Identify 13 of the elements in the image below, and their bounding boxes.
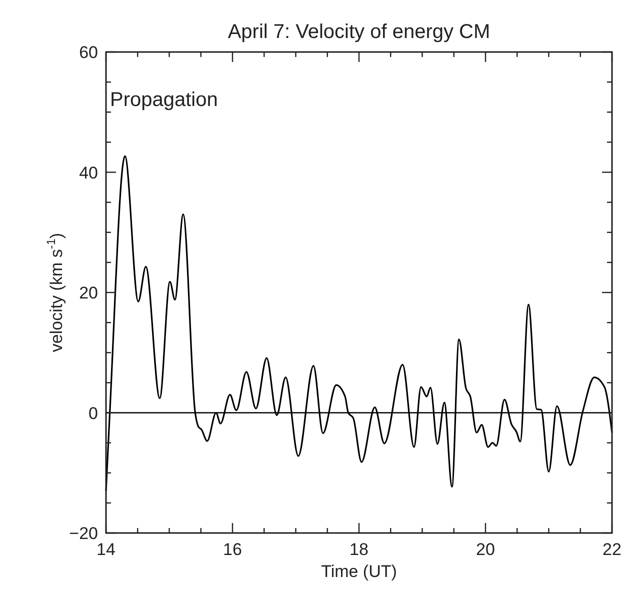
chart-title: April 7: Velocity of energy CM (228, 21, 490, 43)
x-tick-label: 18 (350, 540, 368, 559)
x-tick-label: 20 (476, 540, 495, 559)
y-tick-label: 20 (79, 284, 98, 302)
y-tick-label: 60 (79, 43, 98, 62)
y-tick-label: −20 (69, 524, 98, 543)
x-tick-label: 16 (223, 540, 242, 559)
y-tick-label: 0 (88, 404, 98, 423)
x-tick-label: 22 (602, 540, 622, 559)
y-tick-label: 40 (79, 163, 98, 182)
annotation: Propagation (110, 89, 218, 111)
x-tick-label: 14 (96, 540, 116, 559)
x-axis-title: Time (UT) (321, 562, 397, 581)
